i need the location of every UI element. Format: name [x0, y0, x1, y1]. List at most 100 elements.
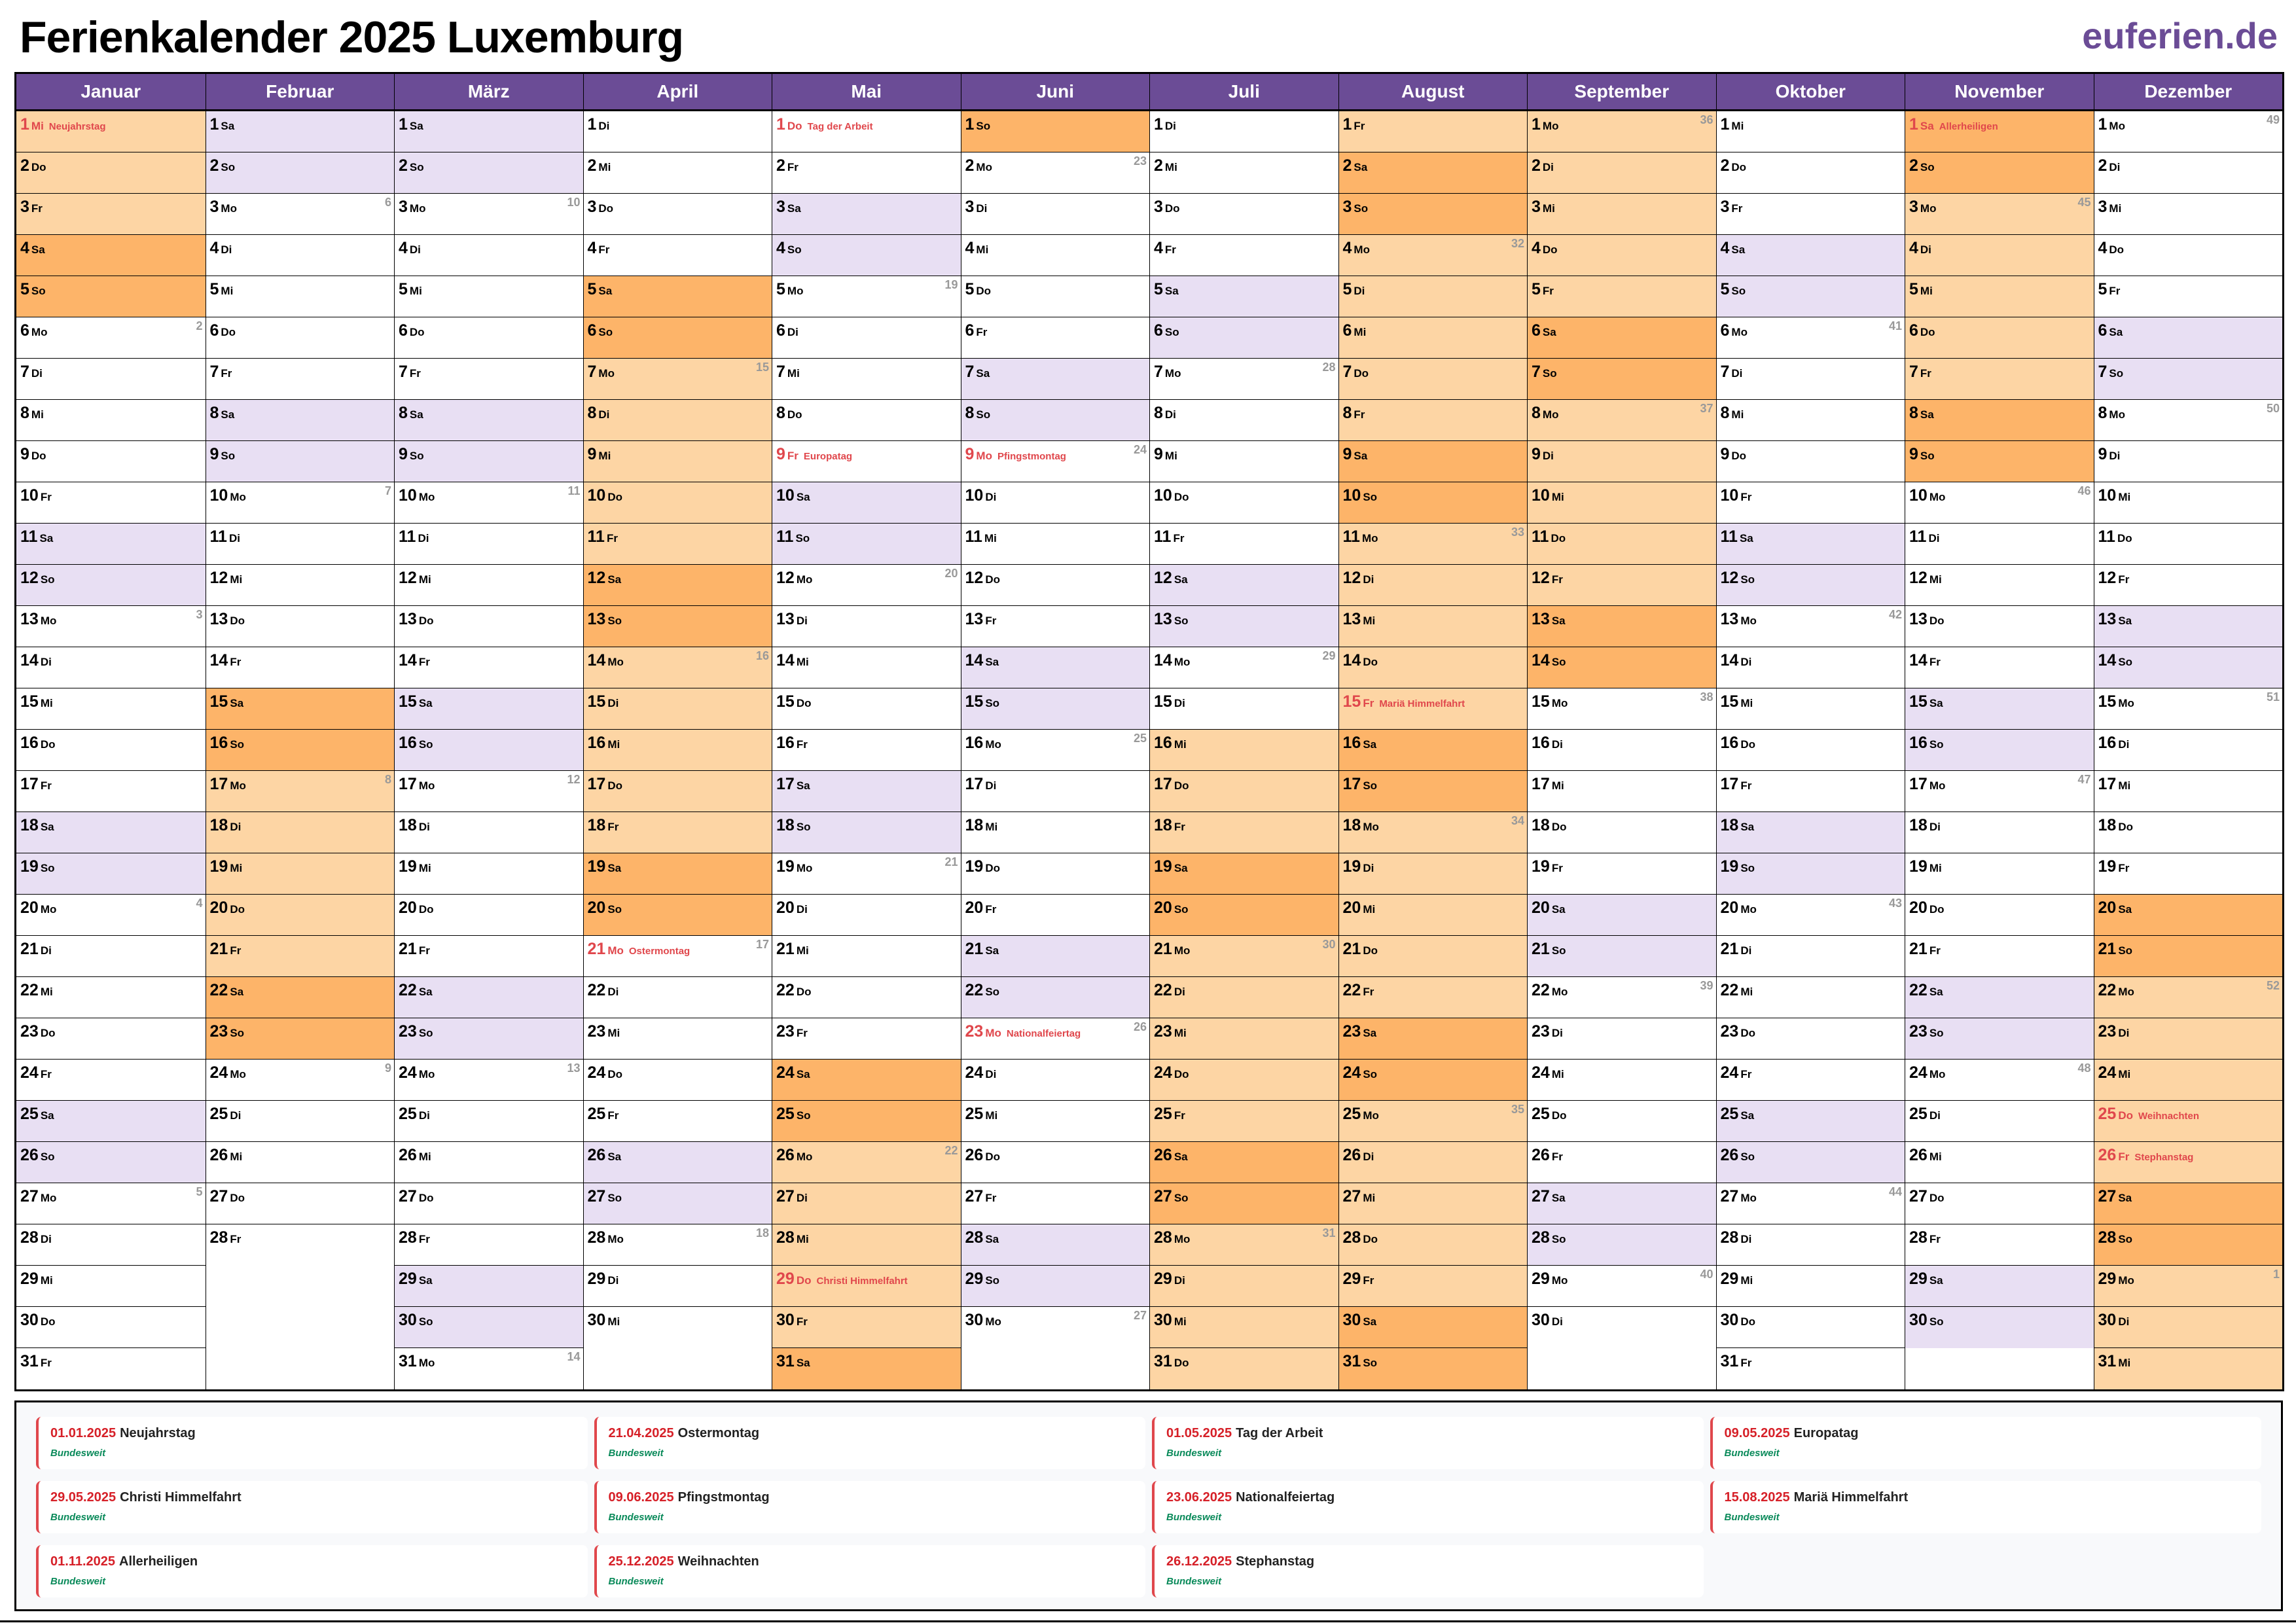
day-cell[interactable]: 11 Di	[395, 524, 583, 565]
day-cell[interactable]: 28 Fr	[395, 1224, 583, 1266]
day-cell[interactable]: 8 Sa	[206, 400, 394, 441]
day-cell[interactable]: 21 Fr	[206, 936, 394, 977]
day-cell[interactable]: 31 Fr	[16, 1348, 206, 1389]
day-cell[interactable]: 17 Mo 47	[1905, 771, 2094, 812]
day-cell[interactable]: 20 Sa	[1528, 895, 1716, 936]
day-cell[interactable]: 14 So	[2094, 647, 2282, 688]
day-cell[interactable]: 17 Mi	[1528, 771, 1716, 812]
day-cell[interactable]: 12 Sa	[583, 565, 772, 606]
day-cell[interactable]: 12 So	[1716, 565, 1905, 606]
day-cell[interactable]: 7 Mo 28	[1150, 359, 1338, 400]
day-cell[interactable]: 24 Mi	[2094, 1060, 2282, 1101]
day-cell[interactable]: 6 Sa	[1528, 317, 1716, 359]
day-cell[interactable]: 20 Fr	[961, 895, 1149, 936]
day-cell[interactable]: 7 Di	[1716, 359, 1905, 400]
day-cell[interactable]: 7 Di	[16, 359, 206, 400]
day-cell[interactable]: 17 Mo 8	[206, 771, 394, 812]
day-cell[interactable]: 22 Sa	[206, 977, 394, 1018]
day-cell[interactable]: 25 Fr	[1150, 1101, 1338, 1142]
day-cell[interactable]: 5 Mi	[206, 276, 394, 317]
day-cell[interactable]: 17 Di	[961, 771, 1149, 812]
day-cell[interactable]: 8 Mi	[16, 400, 206, 441]
day-cell[interactable]: 6 Do	[206, 317, 394, 359]
day-cell[interactable]: 12 Fr	[2094, 565, 2282, 606]
day-cell[interactable]: 26 So	[1716, 1142, 1905, 1183]
day-cell[interactable]: 2 So	[206, 152, 394, 194]
day-cell[interactable]: 1 Sa	[206, 111, 394, 152]
day-cell[interactable]: 14 Sa	[961, 647, 1149, 688]
day-cell[interactable]: 12 Di	[1338, 565, 1527, 606]
day-cell[interactable]: 8 Mo 37	[1528, 400, 1716, 441]
day-cell[interactable]: 11 Fr	[583, 524, 772, 565]
day-cell[interactable]: 28 Do	[1338, 1224, 1527, 1266]
day-cell[interactable]: 26 Di	[1338, 1142, 1527, 1183]
day-cell[interactable]: 8 Mo 50	[2094, 400, 2282, 441]
day-cell[interactable]: 17 Fr	[16, 771, 206, 812]
day-cell[interactable]: 28 Fr	[206, 1224, 395, 1266]
day-cell[interactable]: 7 Do	[1338, 359, 1527, 400]
day-cell[interactable]: 19 Di	[1338, 853, 1527, 895]
day-cell[interactable]: 5 So	[16, 276, 206, 317]
day-cell[interactable]: 24 Fr	[16, 1060, 206, 1101]
day-cell[interactable]: 29 Do Christi Himmelfahrt	[772, 1266, 961, 1307]
day-cell[interactable]: 15 Mo 38	[1528, 688, 1716, 730]
day-cell[interactable]: 27 Mo 5	[16, 1183, 206, 1224]
day-cell[interactable]: 20 Mo 4	[16, 895, 206, 936]
day-cell[interactable]: 14 So	[1528, 647, 1716, 688]
day-cell[interactable]: 3 Fr	[16, 194, 206, 235]
day-cell[interactable]: 19 Fr	[1528, 853, 1716, 895]
day-cell[interactable]: 19 Do	[961, 853, 1149, 895]
day-cell[interactable]: 14 Mo 16	[583, 647, 772, 688]
day-cell[interactable]: 25 Do Weihnachten	[2094, 1101, 2282, 1142]
day-cell[interactable]: 3 So	[1338, 194, 1527, 235]
day-cell[interactable]: 20 Do	[1905, 895, 2094, 936]
day-cell[interactable]: 15 Mo 51	[2094, 688, 2282, 730]
day-cell[interactable]: 20 Do	[206, 895, 394, 936]
day-cell[interactable]: 28 Di	[16, 1224, 206, 1266]
day-cell[interactable]: 1 Mi	[1716, 111, 1905, 152]
day-cell[interactable]: 7 Mi	[772, 359, 961, 400]
day-cell[interactable]: 11 Di	[206, 524, 394, 565]
day-cell[interactable]: 13 Mo 3	[16, 606, 206, 647]
day-cell[interactable]: 22 Mo 39	[1528, 977, 1716, 1018]
day-cell[interactable]: 20 So	[583, 895, 772, 936]
day-cell[interactable]: 12 Fr	[1528, 565, 1716, 606]
day-cell[interactable]: 24 So	[1338, 1060, 1527, 1101]
day-cell[interactable]: 17 Fr	[1716, 771, 1905, 812]
day-cell[interactable]: 27 So	[583, 1183, 772, 1224]
day-cell[interactable]: 12 Do	[961, 565, 1149, 606]
day-cell[interactable]: 9 Do	[16, 441, 206, 482]
day-cell[interactable]: 8 Di	[1150, 400, 1338, 441]
day-cell[interactable]: 2 Do	[16, 152, 206, 194]
day-cell[interactable]: 30 Do	[16, 1307, 206, 1348]
day-cell[interactable]: 6 Mo 41	[1716, 317, 1905, 359]
day-cell[interactable]: 14 Fr	[395, 647, 583, 688]
day-cell[interactable]: 2 Mi	[583, 152, 772, 194]
day-cell[interactable]: 30 Mi	[1150, 1307, 1338, 1348]
day-cell[interactable]: 19 Fr	[2094, 853, 2282, 895]
day-cell[interactable]: 19 Sa	[583, 853, 772, 895]
day-cell[interactable]: 2 So	[395, 152, 583, 194]
day-cell[interactable]: 4 Fr	[1150, 235, 1338, 276]
day-cell[interactable]: 8 Mi	[1716, 400, 1905, 441]
day-cell[interactable]: 28 So	[2094, 1224, 2282, 1266]
day-cell[interactable]: 5 Fr	[1528, 276, 1716, 317]
day-cell[interactable]: 20 Mi	[1338, 895, 1527, 936]
day-cell[interactable]: 12 Mi	[395, 565, 583, 606]
day-cell[interactable]: 23 Mi	[583, 1018, 772, 1060]
day-cell[interactable]: 21 Mo Ostermontag 17	[583, 936, 772, 977]
day-cell[interactable]: 11 Do	[1528, 524, 1716, 565]
day-cell[interactable]: 13 Sa	[1528, 606, 1716, 647]
day-cell[interactable]: 26 Mi	[1905, 1142, 2094, 1183]
day-cell[interactable]: 11 Do	[2094, 524, 2282, 565]
day-cell[interactable]: 26 Sa	[583, 1142, 772, 1183]
day-cell[interactable]: 7 So	[1528, 359, 1716, 400]
day-cell[interactable]: 6 Sa	[2094, 317, 2282, 359]
day-cell[interactable]: 17 Do	[1150, 771, 1338, 812]
day-cell[interactable]: 18 Do	[1528, 812, 1716, 853]
day-cell[interactable]: 7 Fr	[1905, 359, 2094, 400]
day-cell[interactable]: 28 Di	[1716, 1224, 1905, 1266]
day-cell[interactable]: 25 Di	[1905, 1101, 2094, 1142]
day-cell[interactable]: 27 Sa	[2094, 1183, 2282, 1224]
day-cell[interactable]: 1 Mi Neujahrstag	[16, 111, 206, 152]
